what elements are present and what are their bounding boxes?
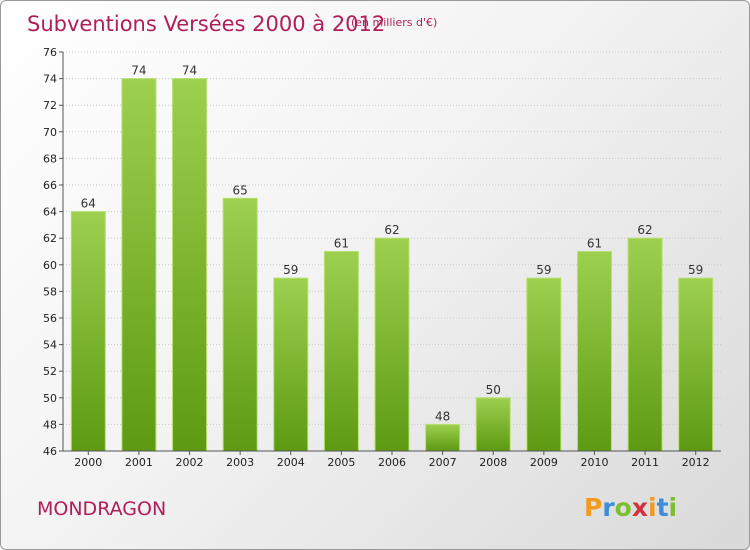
y-tick-label: 64 [43, 206, 57, 219]
data-label: 64 [81, 197, 96, 211]
commune-name: MONDRAGON [37, 498, 166, 520]
proxiti-logo: Proxiti [584, 493, 677, 522]
data-label: 62 [637, 223, 652, 237]
bars-layer: 64 74 74 65 59 61 62 48 50 59 61 62 59 [70, 64, 714, 452]
x-tick-label: 2000 [74, 456, 102, 469]
x-tick-label: 2005 [327, 456, 355, 469]
data-label: 74 [131, 64, 146, 78]
bar [526, 277, 562, 452]
bar [374, 237, 410, 452]
bar [222, 197, 258, 452]
chart-title: Subventions Versées 2000 à 2012 [27, 12, 385, 36]
y-tick-label: 76 [43, 46, 57, 59]
data-label: 59 [536, 263, 551, 277]
logo-letter: i [669, 493, 678, 522]
x-tick-label: 2012 [682, 456, 710, 469]
bar [323, 251, 359, 452]
y-tick-label: 72 [43, 99, 57, 112]
y-tick-label: 58 [43, 285, 57, 298]
x-tick-label: 2008 [479, 456, 507, 469]
y-tick-label: 66 [43, 179, 57, 192]
data-label: 61 [334, 237, 349, 251]
bar [576, 251, 612, 452]
data-label: 65 [233, 183, 248, 197]
y-tick-label: 50 [43, 392, 57, 405]
logo-letter: t [657, 493, 669, 522]
bar [121, 78, 157, 452]
y-tick-label: 56 [43, 312, 57, 325]
x-tick-label: 2003 [226, 456, 254, 469]
y-tick-label: 48 [43, 418, 57, 431]
bar [172, 78, 208, 452]
x-tick-label: 2004 [277, 456, 305, 469]
y-tick-label: 54 [43, 339, 57, 352]
x-tick-label: 2010 [580, 456, 608, 469]
y-tick-label: 60 [43, 259, 57, 272]
bar [273, 277, 309, 452]
logo-letter: i [648, 493, 657, 522]
x-tick-label: 2011 [631, 456, 659, 469]
bar [425, 423, 461, 452]
y-tick-label: 68 [43, 152, 57, 165]
y-tick-label: 52 [43, 365, 57, 378]
data-label: 61 [587, 237, 602, 251]
bar [678, 277, 714, 452]
data-label: 62 [384, 223, 399, 237]
data-label: 48 [435, 409, 450, 423]
data-label: 50 [486, 383, 501, 397]
bar [70, 211, 106, 452]
logo-letter: P [584, 493, 602, 522]
y-tick-label: 62 [43, 232, 57, 245]
bar [627, 237, 663, 452]
y-tick-label: 46 [43, 445, 57, 458]
x-tick-label: 2001 [125, 456, 153, 469]
logo-letter: o [615, 493, 632, 522]
x-tick-label: 2009 [530, 456, 558, 469]
data-label: 59 [688, 263, 703, 277]
data-label: 59 [283, 263, 298, 277]
axis-layer: 46 48 50 52 54 56 58 60 62 64 66 68 70 72 74 76 2000 2001… [43, 46, 721, 469]
y-tick-label: 74 [43, 73, 57, 86]
x-tick-label: 2007 [429, 456, 457, 469]
x-tick-label: 2002 [176, 456, 204, 469]
logo-letter: x [632, 493, 648, 522]
logo-letter: r [602, 493, 615, 522]
x-tick-label: 2006 [378, 456, 406, 469]
chart-subtitle: (en milliers d'€) [351, 16, 437, 29]
data-label: 74 [182, 64, 197, 78]
y-tick-label: 70 [43, 126, 57, 139]
bar [475, 397, 511, 452]
